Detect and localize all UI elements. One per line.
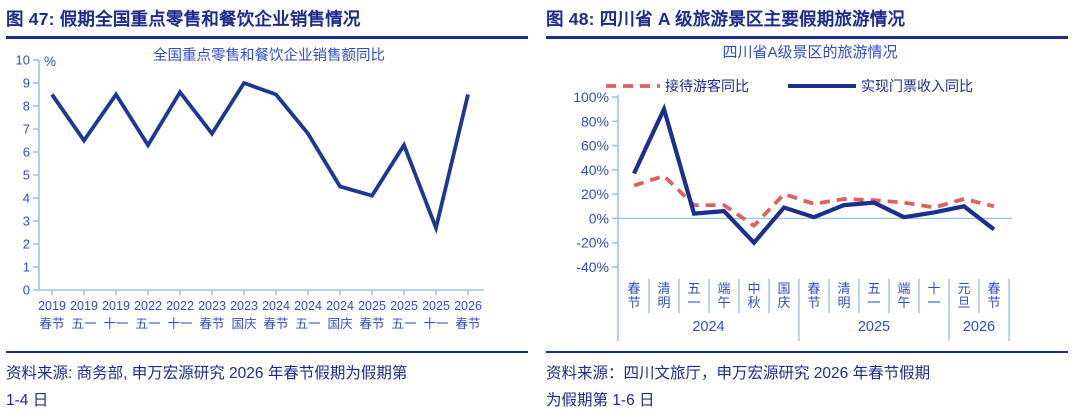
y-axis-label: -20% — [576, 235, 609, 251]
ticket-revenue-yoy-line — [632, 103, 996, 246]
x-axis-holiday-label: 十一 — [927, 281, 940, 310]
y-axis-label: 3 — [23, 214, 30, 229]
y-axis-label: 60% — [581, 138, 609, 154]
y-axis-label: 8 — [23, 99, 30, 114]
x-axis-holiday-label: 五一 — [391, 317, 416, 331]
y-axis-label: 1 — [23, 260, 30, 275]
visitors-yoy-line — [633, 173, 995, 229]
x-axis-holiday-label: 中秋 — [747, 281, 760, 310]
chart-title: 全国重点零售和餐饮企业销售额同比 — [153, 46, 385, 64]
y-axis-label: 4 — [23, 191, 30, 206]
y-axis-label: 9 — [23, 76, 30, 91]
x-axis-holiday-label: 五一 — [71, 317, 96, 331]
x-axis-holiday-label: 国庆 — [231, 317, 257, 331]
figure-47: 图 47: 假期全国重点零售和餐饮企业销售情况 全国重点零售和餐饮企业销售额同比… — [0, 0, 540, 413]
chart-47-canvas: 全国重点零售和餐饮企业销售额同比% 0 1 2 3 4 5 6 7 8 9 10 2019 春节 2019 五… — [16, 46, 484, 331]
x-axis-year-label: 2025 — [390, 299, 418, 313]
x-axis-year-label: 2024 — [326, 299, 354, 313]
figure-48-header: 图 48: 四川省 A 级旅游景区主要假期旅游情况 — [546, 6, 1068, 39]
x-axis-year-label: 2019 — [102, 299, 130, 313]
y-axis-label: 0% — [589, 210, 609, 226]
y-axis-label: 6 — [23, 145, 30, 160]
x-axis-year-label: 2024 — [294, 299, 322, 313]
legend-visitors-label: 接待游客同比 — [665, 78, 749, 94]
y-axis-label: 10 — [16, 53, 30, 68]
y-axis-label: 20% — [581, 186, 609, 202]
x-axis-year-label: 2024 — [262, 299, 290, 313]
chart-title: 四川省A级景区的旅游情况 — [722, 44, 897, 61]
source-line: 为假期第 1-6 日 — [546, 392, 655, 409]
x-axis-holiday-label: 春节 — [39, 317, 64, 331]
figure-48-source: 资料来源：四川文旅厅，申万宏源研究 2026 年春节假期 为假期第 1-6 日 — [546, 351, 1068, 414]
y-axis-label: 80% — [581, 113, 609, 129]
source-line: 1-4 日 — [6, 392, 49, 409]
x-axis-holiday-label: 春节 — [807, 281, 820, 310]
x-axis-year-label: 2025 — [858, 319, 890, 335]
x-axis-year-label: 2022 — [166, 299, 194, 313]
x-axis-holiday-label: 春节 — [627, 281, 640, 310]
y-axis-label: 100% — [573, 89, 609, 105]
x-axis-holiday-label: 五一 — [867, 281, 880, 310]
x-axis-holiday-label: 五一 — [135, 317, 160, 331]
source-line: 资料来源：四川文旅厅，申万宏源研究 2026 年春节假期 — [546, 365, 931, 382]
figure-47-header: 图 47: 假期全国重点零售和餐饮企业销售情况 — [6, 6, 528, 39]
chart-48: 四川省A级景区的旅游情况接待游客同比 实现门票收入同比 100% 80% 60% 40% 2… — [546, 39, 1068, 351]
x-axis-holiday-label: 五一 — [687, 281, 700, 310]
y-axis-unit-label: % — [44, 54, 56, 69]
x-axis-holiday-label: 元旦 — [957, 281, 970, 310]
sales-yoy-line — [50, 80, 470, 235]
y-axis-label: 7 — [23, 122, 30, 137]
y-axis-label: -40% — [576, 259, 609, 275]
x-axis-holiday-label: 清明 — [837, 281, 850, 310]
x-axis-holiday-label: 春节 — [199, 317, 224, 331]
chart-47: 全国重点零售和餐饮企业销售额同比% 0 1 2 3 4 5 6 7 8 9 10 2019 春节 2019 五… — [6, 39, 528, 351]
x-axis-year-label: 2026 — [963, 319, 995, 335]
figure-48: 图 48: 四川省 A 级旅游景区主要假期旅游情况 四川省A级景区的旅游情况接待… — [540, 0, 1080, 413]
x-axis-holiday-label: 春节 — [987, 281, 1000, 310]
legend-ticket-revenue-label: 实现门票收入同比 — [861, 78, 973, 94]
x-axis-holiday-label: 春节 — [359, 317, 384, 331]
source-line: 资料来源: 商务部, 申万宏源研究 2026 年春节假期为假期第 — [6, 365, 408, 382]
x-axis-year-label: 2024 — [692, 319, 724, 335]
x-axis-year-label: 2019 — [38, 299, 66, 313]
x-axis-holiday-label: 端午 — [897, 281, 910, 310]
x-axis-holiday-label: 十一 — [423, 317, 448, 331]
x-axis-year-label: 2025 — [422, 299, 450, 313]
x-axis-holiday-label: 国庆 — [327, 317, 353, 331]
x-axis-year-label: 2023 — [230, 299, 258, 313]
x-axis-holiday-label: 春节 — [455, 317, 480, 331]
y-axis-label: 0 — [23, 283, 30, 298]
figure-47-source: 资料来源: 商务部, 申万宏源研究 2026 年春节假期为假期第 1-4 日 — [6, 351, 528, 414]
y-axis-label: 5 — [23, 168, 30, 183]
x-axis-year-label: 2022 — [134, 299, 162, 313]
x-axis-year-label: 2023 — [198, 299, 226, 313]
x-axis-year-label: 2019 — [70, 299, 98, 313]
y-axis-label: 40% — [581, 162, 609, 178]
x-axis-holiday-label: 春节 — [263, 317, 288, 331]
x-axis-holiday-label: 国庆 — [777, 281, 790, 310]
x-axis-holiday-label: 十一 — [103, 317, 128, 331]
x-axis-holiday-label: 十一 — [167, 317, 192, 331]
x-axis-year-label: 2026 — [454, 299, 482, 313]
x-axis-holiday-label: 五一 — [295, 317, 320, 331]
x-axis-holiday-label: 清明 — [657, 281, 670, 310]
x-axis-year-label: 2025 — [358, 299, 386, 313]
x-axis-holiday-label: 端午 — [717, 281, 730, 310]
y-axis-label: 2 — [23, 237, 30, 252]
